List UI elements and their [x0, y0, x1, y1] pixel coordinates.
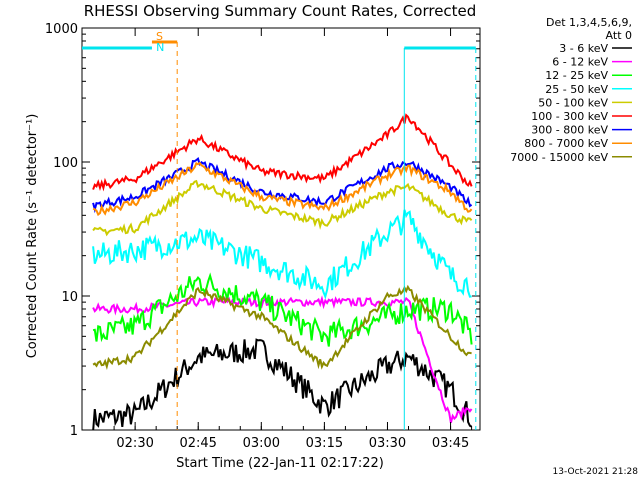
chart-title: RHESSI Observing Summary Count Rates, Co…: [84, 2, 477, 20]
series-line-6: [92, 156, 473, 214]
legend-header-line-1: Det 1,3,4,5,6,9,: [546, 16, 632, 29]
legend-label-5: 100 - 300 keV: [531, 110, 608, 123]
series-line-8: [92, 284, 472, 370]
legend-header-line-2: Att 0: [606, 29, 632, 42]
series-line-2: [92, 272, 473, 347]
legend-label-7: 800 - 7000 keV: [524, 137, 608, 150]
y-tick-label-1: 10: [61, 290, 78, 305]
x-tick-label-1: 02:45: [179, 436, 216, 451]
x-tick-label-0: 02:30: [116, 436, 153, 451]
chart-axes: 1 10 100 1000 02:30 02:45 03:00 03:15 03:30 03:45…: [45, 22, 481, 451]
y-tick-label-3: 1000: [45, 22, 78, 37]
y-tick-label-2: 100: [53, 156, 78, 171]
footer-timestamp: 13-Oct-2021 21:28: [553, 467, 639, 477]
series-line-0: [92, 338, 473, 430]
x-tick-label-2: 03:00: [243, 436, 280, 451]
legend-label-3: 25 - 50 keV: [545, 83, 608, 96]
x-tick-label-5: 03:45: [432, 436, 469, 451]
y-tick-label-0: 1: [70, 424, 78, 439]
x-tick-label-3: 03:15: [306, 436, 343, 451]
y-axis-label: Corrected Count Rate (s⁻¹ detector⁻¹): [25, 114, 40, 359]
series-line-7: [92, 161, 473, 217]
legend-label-6: 300 - 800 keV: [531, 124, 608, 137]
annotation-n-label: N: [156, 41, 164, 54]
x-tick-label-4: 03:30: [369, 436, 406, 451]
x-axis-label: Start Time (22-Jan-11 02:17:22): [176, 456, 384, 471]
series-line-3: [92, 209, 472, 300]
chart-marks: [92, 113, 473, 430]
legend-label-8: 7000 - 15000 keV: [510, 151, 608, 164]
series-line-5: [92, 113, 473, 192]
legend-label-4: 50 - 100 keV: [538, 96, 608, 109]
legend-label-0: 3 - 6 keV: [559, 42, 608, 55]
annotation-s-label: S: [156, 30, 163, 43]
legend-label-1: 6 - 12 keV: [552, 56, 608, 69]
series-line-4: [92, 179, 473, 237]
y-axis-label-text: Corrected Count Rate (s⁻¹ detector⁻¹): [25, 114, 40, 359]
legend-label-2: 12 - 25 keV: [545, 69, 608, 82]
plot-frame: [81, 27, 481, 431]
